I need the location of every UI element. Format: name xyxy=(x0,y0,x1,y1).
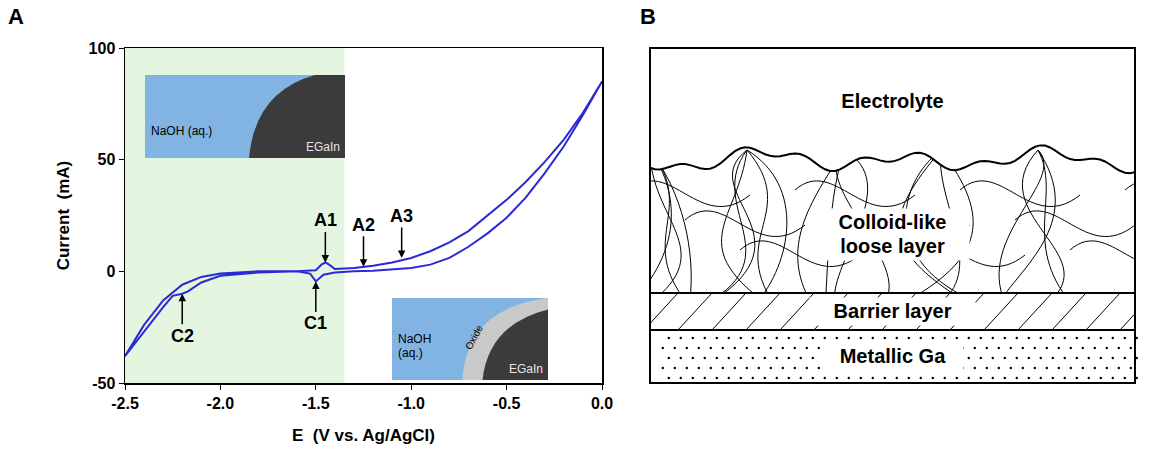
svg-text:100: 100 xyxy=(89,40,116,57)
svg-text:E (V vs. Ag/AgCl): E (V vs. Ag/AgCl) xyxy=(292,426,435,445)
svg-text:-2.5: -2.5 xyxy=(111,395,139,412)
svg-text:Oxide: Oxide xyxy=(463,323,485,352)
svg-text:-2.0: -2.0 xyxy=(207,395,235,412)
svg-text:-1.0: -1.0 xyxy=(397,395,425,412)
svg-text:-0.5: -0.5 xyxy=(493,395,521,412)
html-text:B: B xyxy=(640,4,656,29)
svg-text:Electrolyte: Electrolyte xyxy=(841,90,943,112)
svg-text:Current (mA): Current (mA) xyxy=(54,161,73,271)
html-text:A: A xyxy=(8,4,24,29)
svg-text:EGaIn: EGaIn xyxy=(306,140,340,154)
svg-text:Metallic Ga: Metallic Ga xyxy=(840,345,946,367)
svg-text:0: 0 xyxy=(106,263,115,280)
svg-text:C1: C1 xyxy=(304,313,327,333)
svg-text:A2: A2 xyxy=(352,215,375,235)
svg-text:-50: -50 xyxy=(92,375,115,392)
svg-text:loose layer: loose layer xyxy=(840,235,945,257)
svg-text:50: 50 xyxy=(98,151,116,168)
svg-text:Colloid-like: Colloid-like xyxy=(839,211,947,233)
svg-text:C2: C2 xyxy=(171,326,194,346)
svg-text:EGaIn: EGaIn xyxy=(509,362,543,376)
svg-text:NaOH (aq.): NaOH (aq.) xyxy=(151,124,212,138)
svg-text:(aq.): (aq.) xyxy=(398,346,423,360)
svg-text:0.0: 0.0 xyxy=(591,395,613,412)
svg-text:NaOH: NaOH xyxy=(398,332,431,346)
svg-text:A3: A3 xyxy=(390,206,413,226)
svg-text:A1: A1 xyxy=(314,210,337,230)
svg-text:-1.5: -1.5 xyxy=(302,395,330,412)
svg-text:Barrier layer: Barrier layer xyxy=(834,300,952,322)
